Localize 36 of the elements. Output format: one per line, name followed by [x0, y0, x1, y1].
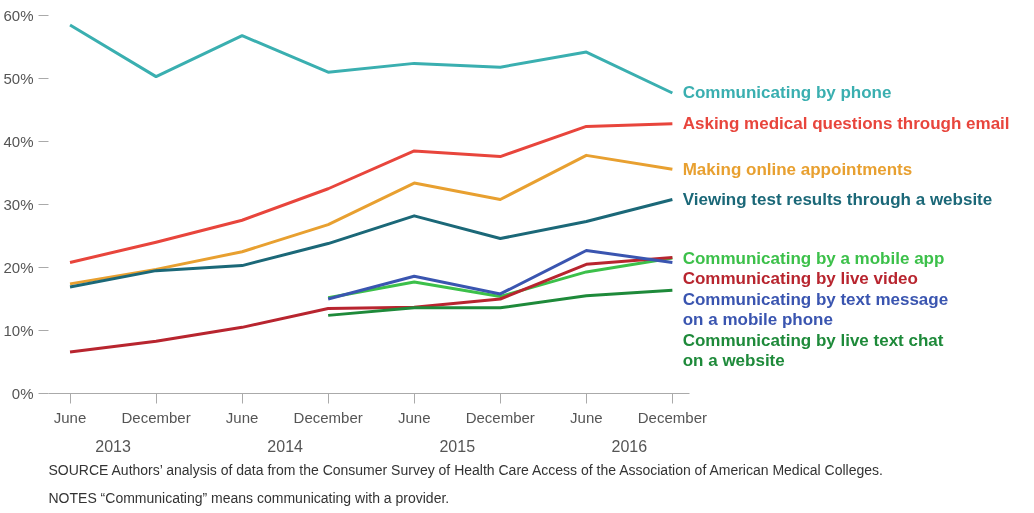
x-tick-label: June — [53, 408, 87, 426]
x-tick-label: June — [225, 408, 259, 426]
line-series — [68, 255, 674, 354]
y-tick-label: 10% — [3, 322, 34, 339]
series-label: Communicating by phone — [682, 83, 892, 103]
text: NOTES “Communicating” means communicating with a provider. — [48, 489, 450, 506]
line-series — [68, 153, 674, 286]
line-series — [326, 248, 674, 301]
x-tick-label: December — [121, 408, 191, 426]
y-tick-label: 20% — [3, 259, 34, 276]
series-label: Communicating by text message on a mobile phone — [682, 289, 949, 329]
text: 2013 — [95, 437, 131, 455]
line-series — [68, 23, 674, 95]
text: Communicating by live text chat on a website — [682, 331, 944, 371]
text: 2014 — [267, 437, 304, 455]
y-tick-label: 60% — [3, 7, 34, 24]
x-tick-label: December — [465, 408, 535, 426]
series-label: Making online appointments — [682, 159, 913, 179]
line-series — [326, 288, 674, 317]
y-tick-label: 0% — [11, 385, 34, 402]
source-note: SOURCE Authors’ analysis of data from the Consumer Survey of Health Care Access of the Association of American Medical Colleges. — [48, 461, 883, 478]
x-tick-label: June — [570, 408, 603, 426]
series-label: Asking medical questions through email — [682, 114, 1010, 134]
y-tick-label: 30% — [3, 196, 34, 213]
x-tick-label: December — [637, 408, 707, 426]
line-series — [68, 197, 674, 289]
y-tick-label: 40% — [3, 133, 34, 150]
series-label: Communicating by live video — [682, 269, 918, 289]
series-label: Viewing test results through a website — [682, 189, 993, 209]
series-label: Communicating by a mobile app — [682, 248, 945, 268]
y-tick-label: 50% — [3, 70, 34, 87]
text: 2016 — [611, 437, 648, 455]
text: 2015 — [439, 437, 476, 455]
x-tick-label: June — [397, 408, 431, 426]
line-series — [68, 122, 674, 264]
x-tick-label: December — [293, 408, 363, 426]
